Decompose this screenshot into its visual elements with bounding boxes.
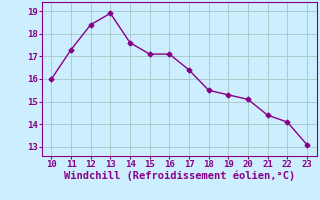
X-axis label: Windchill (Refroidissement éolien,°C): Windchill (Refroidissement éolien,°C) — [64, 171, 295, 181]
